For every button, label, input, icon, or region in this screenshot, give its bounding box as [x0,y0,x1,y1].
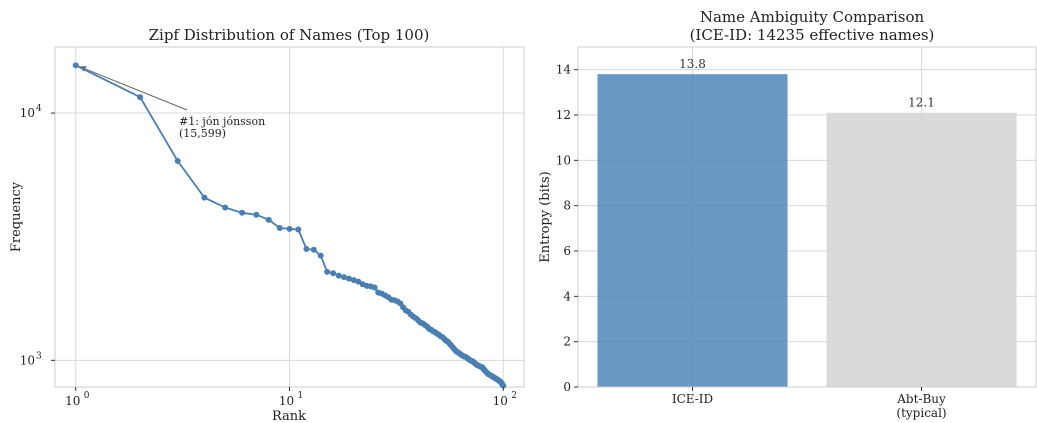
zipf-point [317,252,324,259]
entropy-value-label: 13.8 [679,57,706,71]
zipf-point [330,270,337,277]
zipf-point [253,211,260,218]
zipf-x-tick-exponent: 1 [298,391,304,401]
zipf-point [295,226,302,233]
zipf-point [350,277,357,284]
zipf-point [72,62,79,69]
zipf-point [341,274,348,281]
zipf-y-tick-exponent: 3 [36,351,42,361]
entropy-bar [826,112,1017,387]
entropy-y-tick-label: 10 [556,153,571,167]
zipf-point [371,284,378,291]
zipf-point [201,194,208,201]
entropy-x-tick-label: Abt-Buy [896,392,946,406]
annotation-value: (15,599) [179,127,226,140]
entropy-value-label: 12.1 [908,96,935,110]
entropy-y-tick-label: 0 [563,380,571,394]
entropy-plot-area [577,46,1037,388]
zipf-point [335,272,342,279]
zipf-y-tick-label: 10 [20,106,35,120]
zipf-x-tick-label: 10 [279,394,294,408]
zipf-annotation: #1: jón jónsson (15,599) [78,65,265,140]
entropy-y-tick-label: 2 [563,335,571,349]
annotation-label: #1: jón jónsson [179,115,265,128]
annotation-arrow [78,65,188,111]
zipf-point [174,157,181,164]
zipf-title: Zipf Distribution of Names (Top 100) [149,26,430,44]
zipf-point [265,216,272,223]
entropy-y-tick-label: 8 [563,199,571,213]
entropy-bars [597,74,1017,387]
zipf-point [239,209,246,216]
zipf-x-tick-exponent: 2 [511,391,517,401]
zipf-point [346,275,353,282]
zipf-x-ticks: 10 0 10 1 10 2 [65,387,517,408]
entropy-value-labels: 13.8 12.1 [679,57,935,110]
zipf-point [310,246,317,253]
zipf-x-tick-exponent: 0 [84,391,90,401]
zipf-y-tick-exponent: 4 [36,104,42,114]
zipf-x-tick-label: 10 [65,394,80,408]
zipf-point [137,94,144,101]
entropy-x-tick-label: ICE-ID [672,392,713,406]
zipf-points [72,62,507,389]
zipf-y-tick-label: 10 [20,353,35,367]
zipf-grid [55,47,524,387]
entropy-title: Name Ambiguity Comparison [700,8,925,26]
zipf-point [286,225,293,232]
entropy-y-tick-label: 14 [556,63,572,77]
entropy-y-tick-label: 6 [563,244,571,258]
zipf-point [324,268,331,275]
zipf-point [355,278,362,285]
zipf-chart: Zipf Distribution of Names (Top 100) #1:… [9,26,525,423]
entropy-y-ticks: 0 2 4 6 8 10 12 14 [556,63,578,394]
entropy-x-tick-sublabel: (typical) [896,406,946,420]
zipf-x-label: Rank [272,409,306,423]
zipf-point [276,224,283,231]
entropy-chart: Name Ambiguity Comparison (ICE-ID: 14235… [538,8,1037,420]
zipf-point [222,204,229,211]
zipf-y-label: Frequency [9,181,24,252]
entropy-bar [597,74,788,387]
entropy-subtitle: (ICE-ID: 14235 effective names) [690,26,935,44]
entropy-y-tick-label: 4 [563,289,571,303]
zipf-point [500,382,507,389]
zipf-point [303,245,310,252]
entropy-y-tick-label: 12 [556,108,571,122]
entropy-x-ticks: ICE-ID Abt-Buy(typical) [672,387,947,420]
entropy-y-label: Entropy (bits) [538,171,553,262]
zipf-x-tick-label: 10 [493,394,508,408]
